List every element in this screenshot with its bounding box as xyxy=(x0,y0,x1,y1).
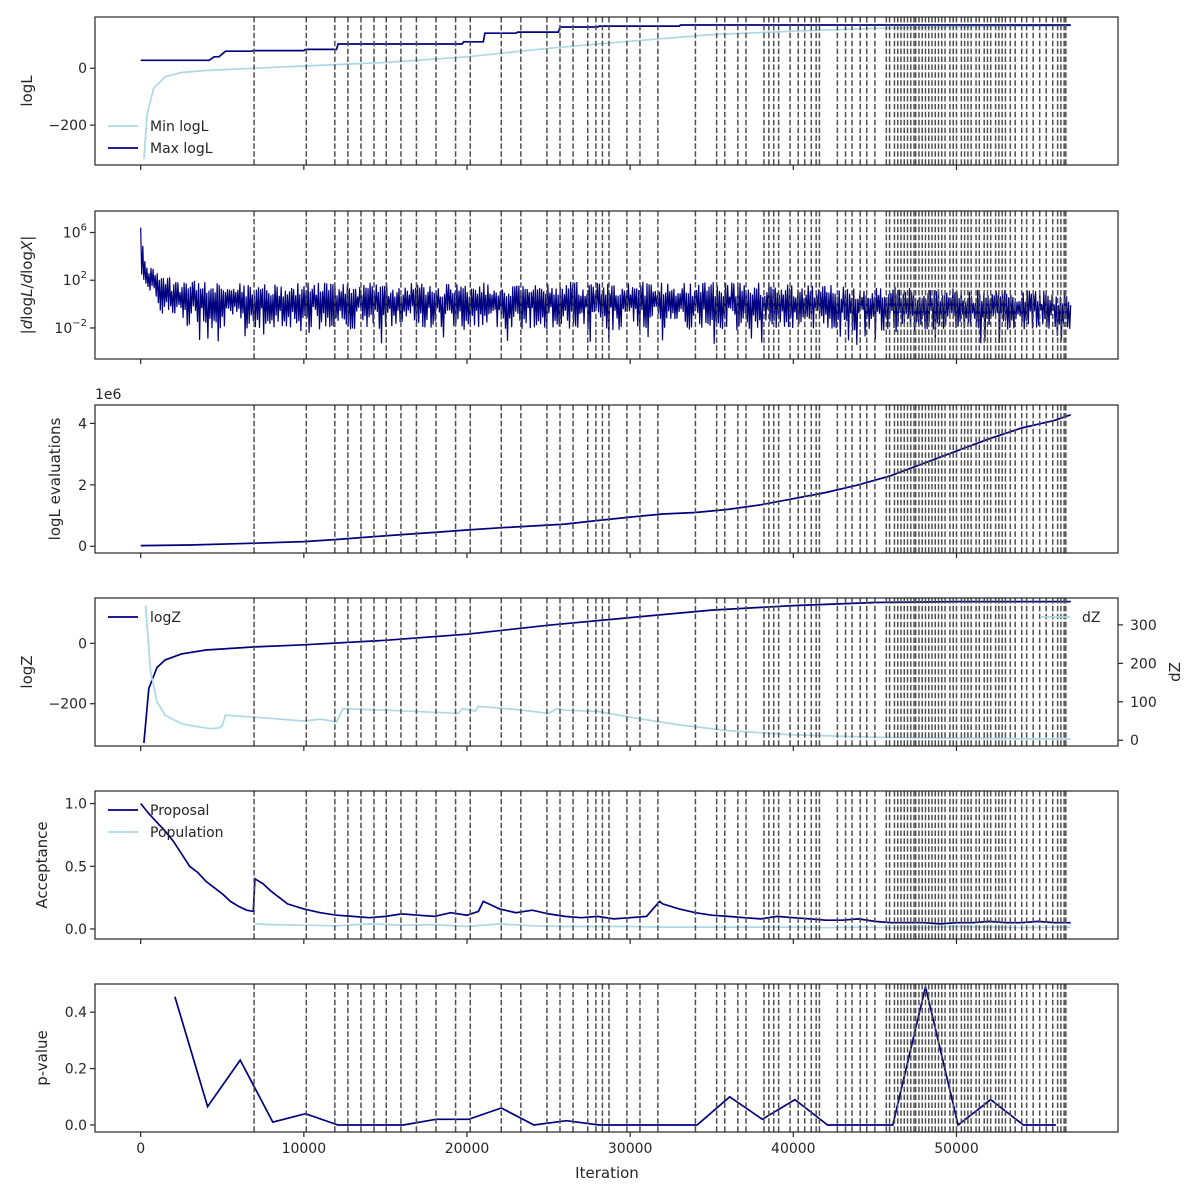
y2-tick-label: 200 xyxy=(1130,656,1157,672)
vertical-markers xyxy=(253,598,1067,746)
series-line xyxy=(140,802,1071,925)
series-line xyxy=(140,227,1072,345)
x-tick-label: 40000 xyxy=(771,1141,816,1157)
x-tick-label: 20000 xyxy=(445,1141,490,1157)
legend-label: Max logL xyxy=(150,141,213,157)
plot-area xyxy=(174,984,1067,1132)
panel-4: −200 0 0 100 200 300 dZ logZ logZ dZ xyxy=(18,597,1184,751)
y-tick-label: 0.4 xyxy=(65,1005,87,1021)
y-tick-label: 2 xyxy=(78,478,87,494)
vertical-markers xyxy=(253,211,1067,359)
legend-label: Population xyxy=(150,825,224,841)
plot-area xyxy=(140,17,1071,165)
panel-5: 0.0 0.5 1.0 Acceptance Proposal Population xyxy=(33,790,1119,944)
series-line xyxy=(174,986,1056,1127)
y-tick-label: 0 xyxy=(78,539,87,555)
legend: Min logL Max logL xyxy=(108,119,213,157)
axes-frame xyxy=(94,16,1119,166)
series-line xyxy=(254,923,1071,929)
legend-label: Min logL xyxy=(150,119,209,135)
y-tick-label: 0.0 xyxy=(65,1118,87,1134)
vertical-markers xyxy=(253,405,1067,553)
y-tick-label: 1.0 xyxy=(65,797,87,813)
y-axis-label: logL evaluations xyxy=(46,417,64,540)
y-axis-label: Acceptance xyxy=(33,821,51,908)
x-tick-label: 0 xyxy=(136,1141,145,1157)
series-line xyxy=(140,413,1071,547)
legend: dZ xyxy=(1040,610,1100,626)
y-tick-label: 0 xyxy=(78,636,87,652)
y-axis-label: |dlogL/dlogX| xyxy=(18,236,36,335)
axes-frame xyxy=(94,983,1119,1133)
y2-tick-label: 0 xyxy=(1130,733,1139,749)
legend: Proposal Population xyxy=(108,803,224,841)
vertical-markers xyxy=(253,791,1067,939)
y-tick-label: 0.5 xyxy=(65,859,87,875)
vertical-markers xyxy=(253,17,1067,165)
y-tick-label: 0.0 xyxy=(65,922,87,938)
y-tick-label: 0.2 xyxy=(65,1062,87,1078)
y-axis-label: logZ xyxy=(18,655,36,688)
panel-2: 10−2 102 106 |dlogL/dlogX| xyxy=(18,210,1119,364)
panel-3: 0 2 4 1e6 logL evaluations xyxy=(46,387,1119,558)
y-tick-label: −200 xyxy=(49,697,87,713)
y-axis-label: logL xyxy=(18,75,36,107)
legend: logZ xyxy=(108,610,181,626)
x-tick-label: 30000 xyxy=(608,1141,653,1157)
panel-6: 0 10000 20000 30000 40000 50000 0.0 0.2 0.4 p-val… xyxy=(33,983,1119,1157)
y-tick-label: 4 xyxy=(78,416,87,432)
y-tick-label: 10−2 xyxy=(54,318,87,337)
series-line xyxy=(143,24,1071,160)
x-tick-label: 50000 xyxy=(934,1141,979,1157)
axes-frame xyxy=(94,404,1119,554)
legend-label: dZ xyxy=(1082,610,1100,626)
series-line xyxy=(143,600,1071,744)
panels: −200 0 logL Min logL Max logL 10−2 102 106 |dlog… xyxy=(18,16,1184,1157)
axes-frame xyxy=(94,790,1119,940)
series-line xyxy=(140,24,1071,62)
y-tick-label: 102 xyxy=(63,270,87,289)
y-tick-label: 106 xyxy=(63,222,87,241)
plot-area xyxy=(140,791,1071,939)
axes-frame xyxy=(94,597,1119,747)
plot-area xyxy=(143,598,1071,746)
vertical-markers xyxy=(253,984,1067,1132)
series-line xyxy=(144,605,1071,740)
legend-label: logZ xyxy=(150,610,181,626)
plot-area xyxy=(140,405,1071,553)
y-tick-label: −200 xyxy=(49,118,87,134)
y2-tick-label: 300 xyxy=(1130,618,1157,634)
x-axis-label: Iteration xyxy=(575,1164,639,1182)
offset-label: 1e6 xyxy=(95,387,122,403)
y2-tick-label: 100 xyxy=(1130,695,1157,711)
axes-frame xyxy=(94,210,1119,360)
panel-1: −200 0 logL Min logL Max logL xyxy=(18,16,1119,170)
legend-label: Proposal xyxy=(150,803,209,819)
y2-axis-label: dZ xyxy=(1166,662,1184,682)
plot-area xyxy=(140,211,1072,359)
y-tick-label: 0 xyxy=(78,61,87,77)
y-axis-label: p-value xyxy=(33,1030,51,1086)
x-tick-label: 10000 xyxy=(282,1141,327,1157)
